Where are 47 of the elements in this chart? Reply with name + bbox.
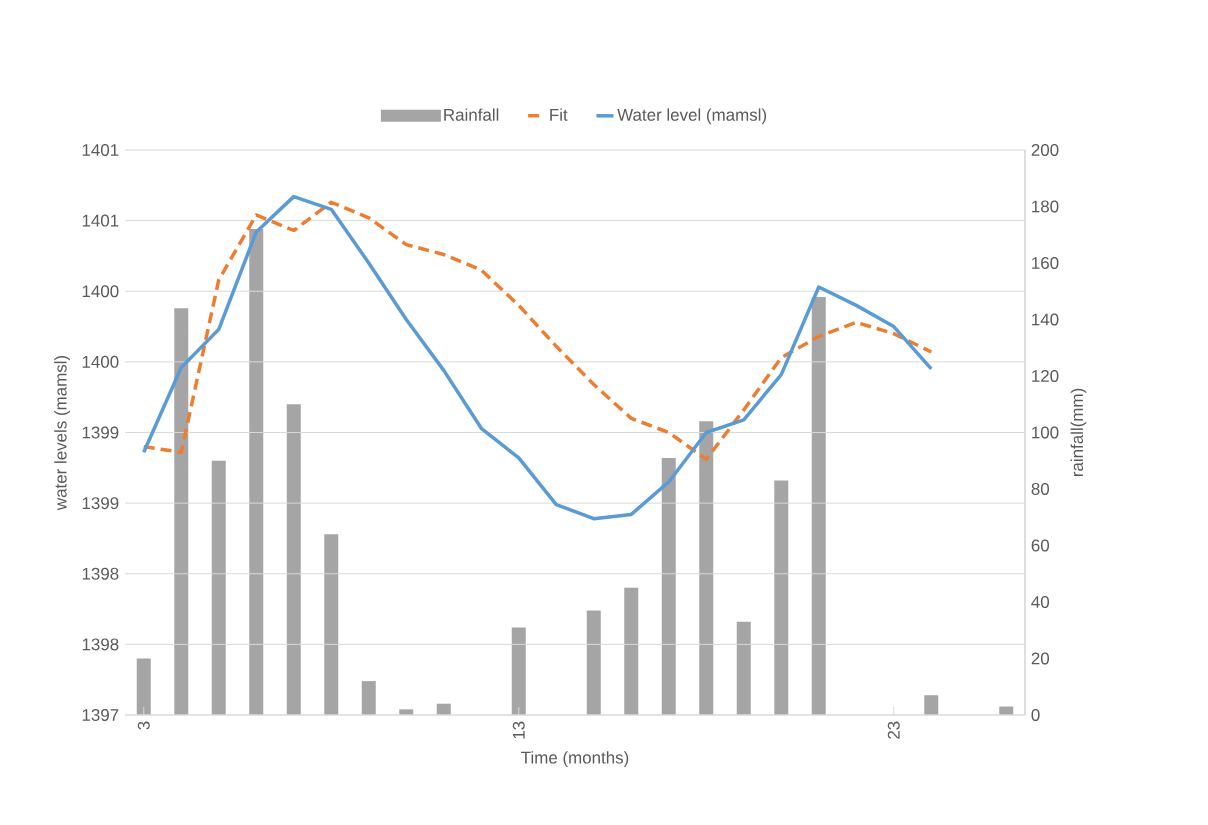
x-axis-title: Time (months)	[521, 751, 629, 767]
bar	[774, 480, 789, 715]
bar	[249, 229, 264, 715]
bar	[361, 681, 376, 715]
bar	[699, 421, 714, 715]
y2-tick-label: 160	[1032, 257, 1059, 269]
y-axis-title: water levels (mamsl)	[54, 355, 70, 511]
y-tick-label: 1398	[82, 567, 119, 580]
y-tick-label: 1398	[82, 638, 119, 651]
bar	[174, 308, 189, 715]
x-tick-label: 3	[137, 721, 150, 730]
bar	[511, 627, 526, 715]
bar	[624, 587, 639, 715]
y2-tick-label: 100	[1032, 426, 1059, 439]
legend-label: Rainfall	[444, 108, 499, 121]
y2-tick-label: 0	[1031, 709, 1040, 721]
y2-tick-label: 140	[1032, 313, 1059, 326]
bar	[324, 534, 339, 715]
y-tick-label: 1399	[82, 426, 119, 439]
y-tick-label: 1401	[82, 214, 119, 227]
y-tick-label: 1397	[82, 709, 119, 721]
y2-tick-label: 20	[1031, 652, 1050, 665]
y-tick-label: 1399	[82, 497, 119, 510]
x-tick-label: 13	[512, 721, 525, 739]
bar	[136, 658, 151, 715]
y2-tick-label: 60	[1031, 539, 1050, 552]
legend-label: Fit	[550, 108, 568, 121]
y-tick-label: 1400	[82, 285, 119, 298]
bar	[286, 404, 301, 715]
bar	[811, 296, 826, 715]
legend-label: Water level (mamsl)	[617, 108, 767, 125]
y2-tick-label: 200	[1031, 143, 1059, 156]
line-series	[142, 200, 934, 462]
bar	[924, 695, 939, 715]
y2-tick-label: 40	[1031, 596, 1050, 608]
y2-tick-label: 180	[1032, 200, 1059, 213]
line-series	[142, 194, 934, 521]
y2-tick-label: 120	[1032, 370, 1059, 382]
y-tick-label: 1401	[82, 144, 119, 156]
bar	[736, 621, 751, 715]
bar	[661, 457, 676, 715]
y-tick-label: 1400	[82, 355, 119, 368]
bar	[211, 460, 226, 715]
y2-axis-title: rainfall(mm)	[1070, 388, 1087, 477]
bar	[586, 610, 601, 715]
y2-tick-label: 80	[1031, 483, 1050, 495]
x-tick-label: 23	[887, 721, 900, 739]
